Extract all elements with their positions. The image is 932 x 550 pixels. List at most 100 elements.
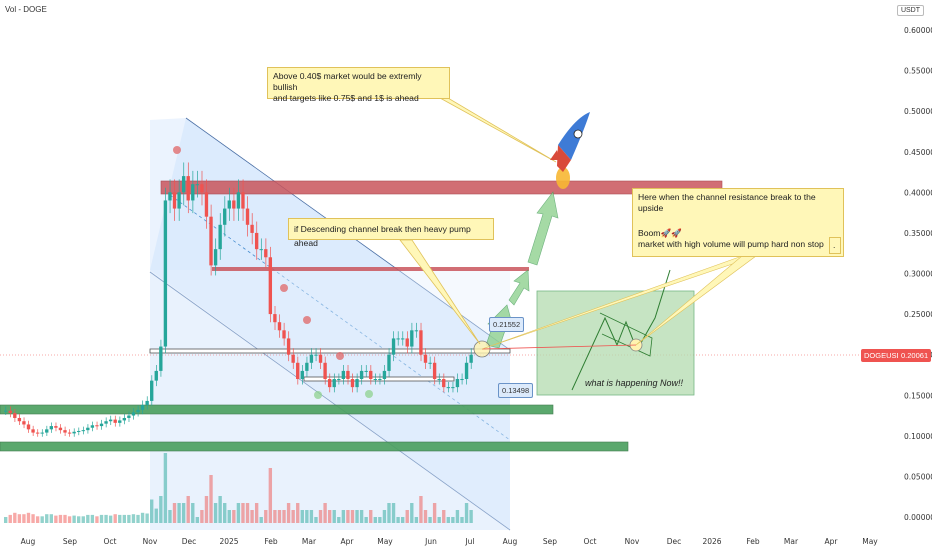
x-tick-label: Oct bbox=[104, 537, 117, 546]
volume-bar bbox=[382, 510, 387, 523]
candles bbox=[4, 162, 473, 437]
volume-bar bbox=[464, 503, 469, 523]
volume-bar bbox=[195, 517, 200, 523]
candle bbox=[359, 370, 364, 380]
candle bbox=[259, 249, 263, 251]
candle bbox=[177, 192, 181, 209]
candle bbox=[26, 424, 31, 430]
candle bbox=[373, 379, 377, 381]
candle bbox=[95, 425, 99, 427]
candle bbox=[442, 379, 446, 388]
candle bbox=[414, 330, 419, 332]
now-label: what is happening Now!! bbox=[585, 378, 684, 388]
candle bbox=[291, 354, 295, 363]
candle bbox=[204, 192, 209, 217]
volume-bar bbox=[63, 514, 67, 523]
volume-bar bbox=[432, 503, 437, 523]
volume-bar bbox=[181, 503, 186, 523]
y-tick-label: 0.25000 bbox=[904, 310, 932, 319]
volume-bar bbox=[136, 514, 140, 523]
channel-bottom-label: 0.13498 bbox=[498, 383, 534, 398]
volume-bar bbox=[131, 514, 136, 523]
volume-bar bbox=[172, 503, 177, 523]
volume-bar bbox=[245, 503, 250, 523]
volume-bar bbox=[95, 516, 99, 523]
pivot-marker bbox=[280, 284, 288, 292]
candle bbox=[227, 200, 231, 209]
candle bbox=[378, 379, 382, 381]
unit-label[interactable]: USDT bbox=[896, 5, 924, 16]
x-tick-label: Sep bbox=[63, 537, 77, 546]
volume-bar bbox=[90, 514, 95, 523]
volume-bar bbox=[54, 515, 58, 523]
candle bbox=[72, 431, 76, 434]
volume-bar bbox=[186, 496, 190, 523]
breakout-note: Here when the channel resistance break t… bbox=[632, 188, 844, 257]
price-axis: 0.60000 0.55000 0.50000 0.45000 0.40000 0.350… bbox=[904, 26, 932, 522]
volume-bar bbox=[391, 503, 396, 523]
bullish-note: Above 0.40$ market would be extremly bul… bbox=[267, 67, 450, 103]
candle bbox=[428, 362, 432, 364]
y-tick-label: 0.30000 bbox=[904, 270, 932, 279]
volume-bar bbox=[204, 496, 209, 523]
pivot-markers bbox=[173, 146, 373, 399]
x-tick-label: 2026 bbox=[702, 537, 721, 546]
candle bbox=[154, 370, 158, 381]
candle bbox=[86, 427, 90, 431]
volume-bar bbox=[268, 468, 273, 523]
volume-bar bbox=[22, 514, 26, 523]
volume-bar bbox=[154, 508, 158, 523]
candle bbox=[241, 192, 245, 209]
candle bbox=[122, 417, 127, 421]
candle bbox=[464, 362, 469, 380]
candle bbox=[264, 249, 268, 258]
candle bbox=[172, 192, 177, 209]
x-tick-label: Dec bbox=[667, 537, 682, 546]
volume-bar bbox=[286, 503, 291, 523]
candle bbox=[8, 410, 12, 414]
candle bbox=[350, 379, 355, 388]
volume-bar bbox=[460, 517, 464, 523]
candle bbox=[150, 380, 154, 401]
candle bbox=[396, 338, 400, 340]
y-tick-label: 0.35000 bbox=[904, 229, 932, 238]
channel-note-text: if Descending channel break then heavy p… bbox=[294, 224, 471, 248]
channel-lower-line bbox=[149, 271, 511, 531]
volume-bar bbox=[451, 517, 455, 523]
y-tick-label: 0.60000 bbox=[904, 26, 932, 35]
volume-bar bbox=[177, 503, 181, 523]
volume-bar bbox=[218, 496, 222, 523]
candle bbox=[387, 354, 391, 371]
candle bbox=[460, 379, 464, 381]
projection-box bbox=[536, 290, 695, 396]
candle bbox=[282, 330, 286, 339]
volume-bar bbox=[291, 510, 295, 523]
x-tick-label: Dec bbox=[182, 537, 197, 546]
candle bbox=[58, 427, 63, 431]
volume-bar bbox=[49, 514, 53, 523]
volume-bar bbox=[373, 517, 377, 523]
candle bbox=[309, 354, 314, 363]
y-tick-label: 0.55000 bbox=[904, 67, 932, 76]
candle bbox=[314, 354, 318, 356]
candle bbox=[99, 423, 104, 427]
candle bbox=[305, 362, 309, 371]
candle bbox=[90, 425, 95, 428]
volume-bar bbox=[26, 512, 31, 523]
volume-bar bbox=[264, 510, 268, 523]
candle bbox=[163, 200, 168, 347]
candle bbox=[323, 362, 327, 380]
x-tick-label: Apr bbox=[341, 537, 355, 546]
volume-bar bbox=[31, 514, 35, 523]
volume-bar bbox=[469, 510, 473, 523]
volume-bar bbox=[8, 514, 12, 523]
pivot-marker bbox=[314, 391, 322, 399]
volume-bar bbox=[45, 514, 49, 523]
y-tick-label: 0.45000 bbox=[904, 148, 932, 157]
candle bbox=[4, 410, 8, 412]
x-tick-label: Oct bbox=[584, 537, 597, 546]
candle bbox=[140, 404, 145, 410]
candle bbox=[213, 249, 218, 266]
y-tick-label: 0.50000 bbox=[904, 107, 932, 116]
